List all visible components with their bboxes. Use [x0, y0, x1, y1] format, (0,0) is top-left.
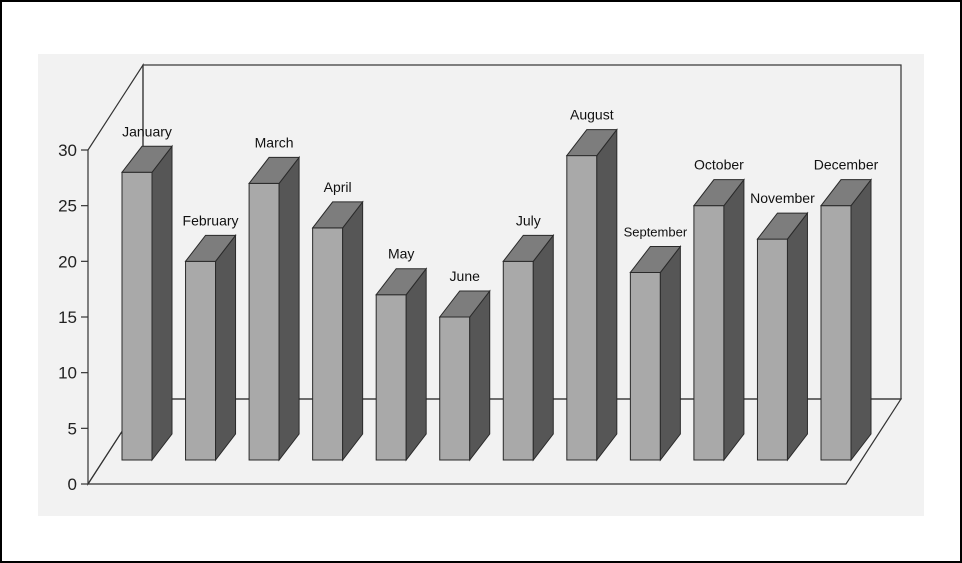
bar-side — [151, 144, 173, 462]
bar — [438, 289, 491, 462]
bar-side — [215, 233, 237, 462]
bar-side — [469, 289, 491, 462]
category-labels: January February March April May June July Augu… — [122, 107, 879, 284]
bar-top — [248, 156, 301, 184]
category-label: December — [814, 157, 879, 173]
bar — [819, 178, 873, 462]
bar-side — [723, 178, 745, 462]
bar-top — [819, 179, 873, 207]
bar-front — [185, 260, 217, 461]
bar-front — [248, 182, 280, 461]
bar-top — [311, 201, 364, 229]
bar-side — [596, 128, 618, 462]
bar-front — [375, 294, 407, 461]
bar-front — [121, 171, 153, 461]
bar-front — [439, 316, 471, 461]
bar-top — [692, 179, 745, 207]
bar-top — [375, 268, 428, 296]
bar-side — [532, 233, 554, 462]
bar-top — [120, 145, 174, 173]
bar-front — [629, 271, 661, 461]
bar — [629, 244, 682, 462]
bar-front — [820, 205, 852, 461]
bar-front — [693, 205, 725, 461]
y-axis: 0 5 10 15 20 25 30 — [58, 141, 88, 494]
bar — [184, 233, 237, 462]
bar — [692, 178, 745, 462]
bar-top — [438, 290, 491, 318]
bar-front — [756, 238, 788, 461]
bar-side — [786, 211, 808, 462]
bar — [756, 211, 809, 462]
y-tick-label: 30 — [58, 141, 77, 160]
bars — [120, 128, 873, 462]
bar-top — [756, 212, 809, 240]
bar-top — [184, 234, 237, 262]
y-tick-label: 15 — [58, 308, 77, 327]
category-label: June — [450, 268, 481, 284]
category-label: September — [624, 224, 688, 239]
category-label: May — [388, 246, 414, 262]
category-label: January — [122, 123, 172, 139]
bar-front — [312, 227, 344, 461]
y-tick-label: 10 — [58, 364, 77, 383]
bar — [311, 200, 364, 462]
y-tick-label: 0 — [68, 475, 77, 494]
category-label: April — [324, 179, 352, 195]
category-label: August — [570, 107, 614, 123]
category-label: July — [516, 212, 541, 228]
category-label: February — [183, 212, 239, 228]
bar-top — [565, 129, 618, 157]
bar-top — [502, 234, 555, 262]
category-label: March — [255, 134, 294, 150]
bar-top — [629, 245, 682, 273]
y-tick-label: 20 — [58, 252, 77, 271]
bar — [375, 267, 428, 462]
bar-side — [278, 155, 300, 462]
y-tick-label: 5 — [68, 419, 77, 438]
category-label: November — [750, 190, 815, 206]
category-label: October — [694, 157, 744, 173]
bar-front — [502, 260, 534, 461]
bar — [502, 233, 555, 462]
bar-side — [659, 244, 681, 462]
bar — [120, 144, 174, 462]
bar — [248, 155, 301, 462]
bar-side — [342, 200, 364, 462]
y-tick-label: 25 — [58, 197, 77, 216]
bar — [565, 128, 618, 462]
bar-front — [566, 155, 598, 461]
bar-side — [850, 178, 872, 462]
bar-side — [405, 267, 427, 462]
